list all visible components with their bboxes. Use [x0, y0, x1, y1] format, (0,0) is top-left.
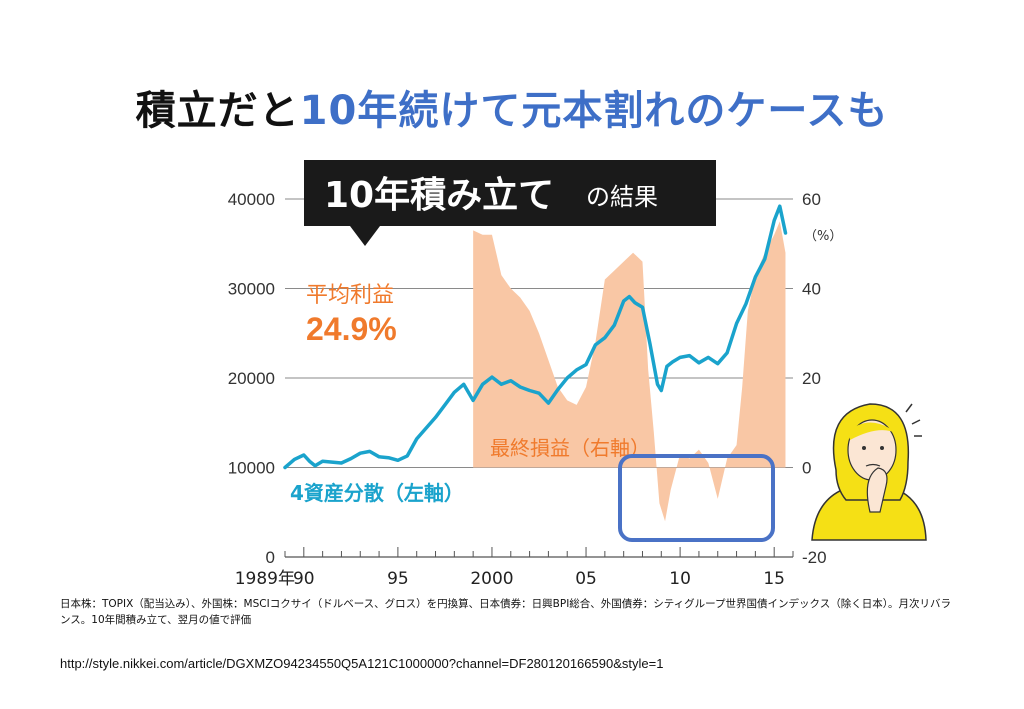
- y-right-tick-label: 20: [802, 369, 821, 388]
- y-left-tick-label: 0: [266, 548, 275, 567]
- y-left-tick-label: 30000: [228, 280, 275, 299]
- asset-line-path: [283, 204, 788, 470]
- chart-footnote: 日本株：TOPIX（配当込み）、外国株：MSCIコクサイ（ドルベース、グロス）を…: [60, 598, 951, 626]
- x-tick-label: 05: [575, 569, 597, 589]
- y-left-tick-label: 40000: [228, 190, 275, 209]
- worried-woman-illustration: [811, 403, 927, 541]
- y-right-tick-label: 60: [802, 190, 821, 209]
- y-right-tick-label: 40: [802, 280, 821, 299]
- loss-area-series: [473, 221, 786, 522]
- slide-title: 積立だと10年続けて元本割れのケースも: [0, 78, 1024, 136]
- x-tick-label: 90: [293, 569, 315, 589]
- average-profit-value: 24.9%: [306, 311, 397, 347]
- asset-diversification-label: 4資産分散（左軸）: [290, 481, 464, 505]
- right-y-axis: -20 0 20 40 60 （%）: [802, 190, 842, 567]
- y-right-tick-label: -20: [802, 548, 827, 567]
- title-black-part: 積立だと: [135, 88, 300, 134]
- title-blue-part: 10年続けて元本割れのケースも: [299, 88, 889, 134]
- loss-area-path: [473, 221, 786, 522]
- y-left-tick-label: 20000: [228, 369, 275, 388]
- y-right-tick-label: 0: [802, 459, 811, 478]
- loss-highlight-box: [618, 454, 775, 542]
- banner-main-text: 10年積み立て: [324, 175, 554, 216]
- x-tick-label: 95: [387, 569, 409, 589]
- y-right-unit-label: （%）: [804, 229, 842, 244]
- left-y-axis: 0 10000 20000 30000 40000: [228, 190, 275, 567]
- x-tick-label: 15: [763, 569, 785, 589]
- x-tick-label: 1989年: [235, 569, 295, 589]
- banner-suffix-text: の結果: [586, 183, 658, 211]
- average-profit-label: 平均利益: [306, 283, 394, 308]
- x-tick-label: 10: [669, 569, 691, 589]
- final-loss-label: 最終損益（右軸）: [490, 436, 650, 460]
- y-left-tick-label: 10000: [228, 459, 275, 478]
- result-banner: 10年積み立て の結果: [304, 160, 716, 246]
- asset-line-series: [283, 204, 788, 470]
- x-tick-label: 2000: [470, 569, 513, 589]
- source-url: http://style.nikkei.com/article/DGXMZO94…: [60, 656, 664, 671]
